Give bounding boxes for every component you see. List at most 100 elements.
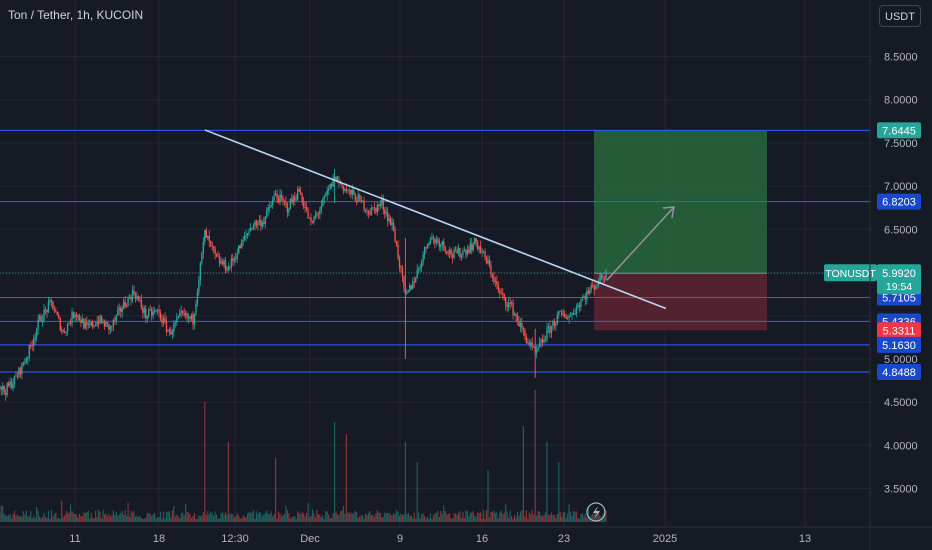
volume-bar [288, 513, 290, 522]
volume-bar [394, 514, 396, 522]
price-label-text: 5.3311 [883, 325, 916, 337]
volume-bar [384, 512, 386, 522]
candle [62, 330, 64, 332]
candle [583, 296, 585, 298]
candle [443, 241, 445, 247]
candle [190, 314, 193, 319]
candle [584, 296, 587, 300]
volume-bar [267, 513, 269, 522]
candle [435, 239, 438, 244]
candle [493, 276, 495, 283]
volume-bar [531, 510, 533, 522]
candle [431, 237, 433, 239]
candle [342, 185, 345, 191]
volume-bar [67, 513, 69, 522]
candle [597, 283, 600, 285]
volume-bar [575, 511, 578, 522]
volume-bar [351, 513, 353, 522]
volume-bar [413, 512, 415, 522]
candle [538, 342, 541, 348]
volume-bar [332, 513, 334, 522]
volume-bar [347, 512, 349, 522]
candle [456, 250, 458, 254]
candle [117, 310, 119, 315]
currency-button[interactable]: USDT [879, 5, 921, 27]
volume-bar [55, 512, 57, 522]
candle [602, 278, 604, 280]
candle [270, 205, 272, 208]
volume-bar [266, 510, 268, 522]
volume-bar [121, 511, 123, 522]
candle [214, 248, 216, 254]
volume-bar [493, 510, 495, 522]
volume-bar [105, 513, 107, 522]
volume-bar [491, 511, 494, 522]
lightning-icon[interactable] [586, 502, 606, 522]
price-label: 7.6445 [877, 122, 921, 139]
volume-bar [565, 518, 567, 522]
candle [195, 303, 197, 314]
candle [158, 309, 160, 313]
y-tick-label: 5.0000 [884, 354, 918, 366]
projection-arrow-head [662, 206, 675, 219]
candle [41, 320, 44, 322]
volume-bar [469, 512, 471, 522]
candle [446, 251, 448, 254]
candle [392, 222, 395, 231]
volume-bar [331, 517, 333, 522]
volume-bar [269, 513, 271, 522]
volume-bar [562, 512, 564, 522]
volume-bar [477, 512, 479, 522]
volume-bar [291, 516, 293, 522]
volume-bar [244, 516, 246, 522]
volume-bar [366, 515, 368, 522]
trendline [204, 129, 667, 310]
volume-bar [146, 512, 148, 522]
volume-bar [354, 510, 356, 522]
candle [541, 339, 544, 343]
volume-bar [546, 442, 548, 522]
candle [149, 309, 151, 311]
volume-bar [527, 518, 529, 522]
volume-bar [317, 514, 319, 522]
volume-bar [255, 511, 258, 522]
candle [378, 204, 380, 206]
volume-bar [341, 510, 343, 522]
volume-bar [120, 513, 122, 522]
volume-bar [487, 470, 489, 522]
candle [186, 313, 188, 318]
candle [533, 346, 535, 348]
volume-bar [211, 512, 213, 522]
candle [229, 266, 231, 268]
volume-bar [363, 518, 365, 522]
candle [267, 207, 269, 210]
candle [524, 329, 526, 337]
volume-bar [376, 510, 378, 522]
volume-bar [179, 518, 181, 522]
x-tick-label: 11 [69, 533, 80, 545]
candle [276, 193, 278, 199]
volume-bar [145, 517, 147, 522]
candle [587, 290, 589, 294]
candle [170, 329, 172, 335]
candle [488, 259, 491, 266]
candle [115, 314, 117, 321]
volume-bar [280, 516, 283, 522]
volume-bar [356, 512, 358, 522]
volume-bar [511, 516, 513, 522]
volume-bar [205, 514, 207, 522]
candle [114, 319, 116, 321]
candle [239, 245, 241, 249]
volume-bar [286, 510, 288, 522]
volume-bar [409, 515, 411, 522]
candle [52, 301, 54, 310]
candle [547, 326, 550, 329]
candle [462, 250, 464, 255]
volume-bar [223, 514, 225, 522]
candle [176, 318, 178, 323]
candle [310, 217, 312, 221]
volume-bar [86, 512, 88, 522]
candle [44, 309, 47, 311]
candle [305, 207, 308, 210]
